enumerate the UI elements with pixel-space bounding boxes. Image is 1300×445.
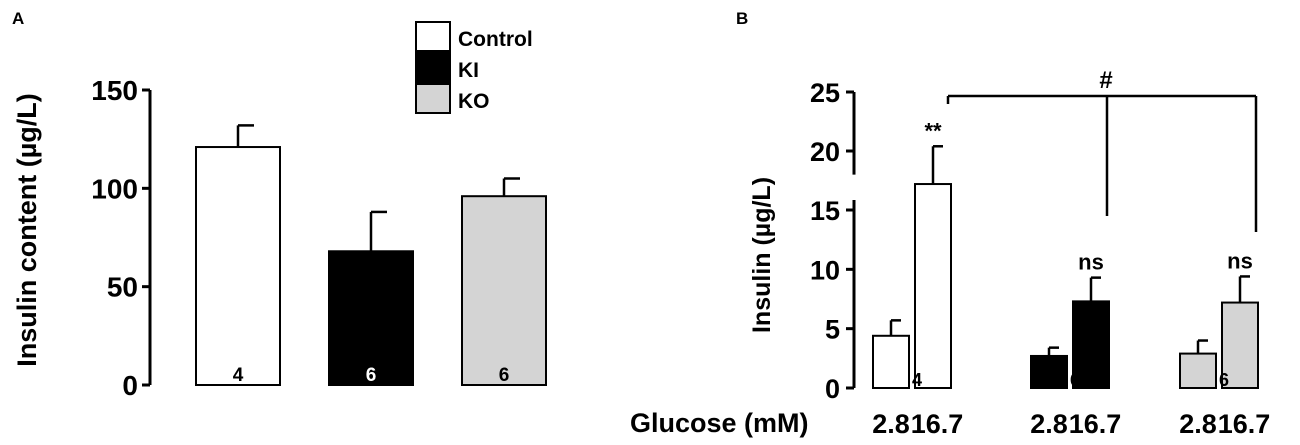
legend-swatch-ko xyxy=(415,83,451,114)
legend-label-ki: KI xyxy=(458,59,479,82)
panel-a-n-label: 6 xyxy=(499,365,510,386)
panel-b-x-tick-label: 16.7 xyxy=(1218,409,1271,439)
panel-b-x-tick-label: 2.8 xyxy=(1179,409,1217,439)
panel-a-ylabel: Insulin content (µg/L) xyxy=(12,93,42,367)
panel-b-xlabel: Glucose (mM) xyxy=(630,408,809,438)
legend-swatch-ki xyxy=(415,52,451,83)
panel-b-significance: ns xyxy=(1227,248,1253,273)
panel-b-y-tick-label: 20 xyxy=(810,137,840,167)
panel-a-label: A xyxy=(12,9,24,28)
panel-b-n-label: 6 xyxy=(1219,370,1229,390)
panel-a-bar-control xyxy=(195,146,281,386)
panel-b-axis-break-mask xyxy=(800,186,860,200)
panel-b-y-tick-label: 25 xyxy=(810,78,840,108)
panel-a-y-tick-label: 150 xyxy=(91,75,138,106)
panel-b-significance: ns xyxy=(1078,250,1104,275)
panel-b-bar-control-16.7 xyxy=(914,183,952,389)
legend-label-control: Control xyxy=(458,28,533,51)
panel-b-bar-control-2.8 xyxy=(872,334,910,389)
panel-b-n-label: 4 xyxy=(912,370,922,390)
panel-b-label: B xyxy=(736,9,748,28)
panel-b-x-tick-label: 2.8 xyxy=(872,409,910,439)
panel-b-bar-ko-16.7 xyxy=(1221,301,1259,389)
panel-a-bar-ko xyxy=(461,195,547,386)
panel-a-y-tick-label: 100 xyxy=(91,173,138,204)
panel-b-y-tick-label: 0 xyxy=(825,374,840,404)
panel-b-ylabel: Insulin (µg/L) xyxy=(748,177,776,333)
panel-a-bar-ki xyxy=(328,250,414,386)
panel-a-n-label: 4 xyxy=(233,365,244,386)
panel-b-x-tick-label: 2.8 xyxy=(1030,409,1068,439)
panel-b-bar-ki-2.8 xyxy=(1030,354,1068,389)
panel-b-bar-ko-2.8 xyxy=(1179,352,1217,390)
panel-a-y-tick-label: 50 xyxy=(107,272,138,303)
bracket-label: # xyxy=(1099,67,1112,94)
legend-label-ko: KO xyxy=(458,90,490,113)
panel-a-n-label: 6 xyxy=(366,365,377,386)
panel-b-n-label: 6 xyxy=(1070,370,1080,390)
panel-b-significance: ** xyxy=(924,118,942,143)
panel-b-y-tick-label: 15 xyxy=(810,196,840,226)
panel-a-y-tick-label: 0 xyxy=(122,370,138,401)
panel-b-bar-ki-16.7 xyxy=(1072,300,1110,389)
panel-b-x-tick-label: 16.7 xyxy=(1069,409,1122,439)
panel-b-y-tick-label: 10 xyxy=(810,255,840,285)
panel-b-x-tick-label: 16.7 xyxy=(911,409,964,439)
panel-b-y-tick-label: 5 xyxy=(825,315,840,345)
legend-swatch-control xyxy=(415,21,451,52)
